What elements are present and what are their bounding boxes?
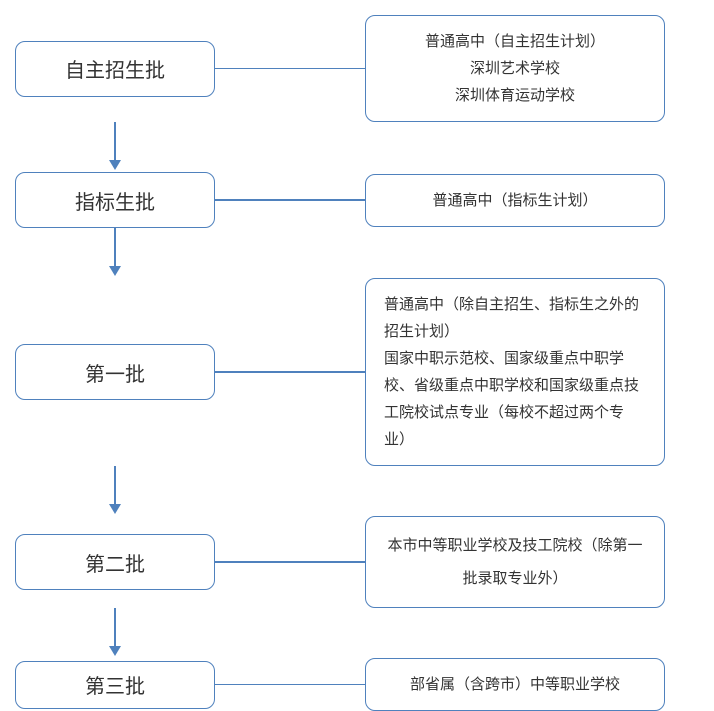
desc-1-line3: 深圳体育运动学校 — [384, 82, 646, 109]
v-line — [114, 608, 116, 648]
desc-5-line1: 部省属（含跨市）中等职业学校 — [410, 676, 620, 693]
stage-label-3: 第一批 — [85, 358, 145, 387]
h-connector-1 — [215, 68, 365, 70]
stage-box-1: 自主招生批 — [15, 41, 215, 97]
desc-box-2: 普通高中（指标生计划） — [365, 174, 665, 227]
desc-1-line1: 普通高中（自主招生计划） — [384, 28, 646, 55]
v-line — [114, 122, 116, 162]
stage-label-5: 第三批 — [85, 670, 145, 699]
arrow-down-icon — [109, 504, 121, 514]
v-line — [114, 228, 116, 268]
stage-row-1: 自主招生批 普通高中（自主招生计划） 深圳艺术学校 深圳体育运动学校 — [15, 15, 699, 122]
stage-box-2: 指标生批 — [15, 172, 215, 228]
desc-2-line1: 普通高中（指标生计划） — [432, 192, 597, 209]
v-connector-1 — [15, 122, 215, 172]
v-connector-4 — [15, 608, 215, 658]
h-connector-4 — [215, 561, 365, 563]
v-connector-2 — [15, 228, 215, 278]
stage-label-4: 第二批 — [85, 548, 145, 577]
desc-3-line1: 普通高中（除自主招生、指标生之外的招生计划） — [384, 291, 646, 345]
desc-3-line2: 国家中职示范校、国家级重点中职学校、省级重点中职学校和国家级重点技工院校试点专业… — [384, 345, 646, 453]
stage-box-5: 第三批 — [15, 661, 215, 709]
desc-box-4: 本市中等职业学校及技工院校（除第一批录取专业外） — [365, 516, 665, 608]
desc-4-line1: 本市中等职业学校及技工院校（除第一批录取专业外） — [387, 537, 642, 587]
h-connector-2 — [215, 199, 365, 201]
stage-label-1: 自主招生批 — [65, 54, 165, 83]
stage-label-2: 指标生批 — [75, 186, 155, 215]
arrow-down-icon — [109, 266, 121, 276]
stage-box-4: 第二批 — [15, 534, 215, 590]
arrow-down-icon — [109, 160, 121, 170]
desc-box-5: 部省属（含跨市）中等职业学校 — [365, 658, 665, 711]
desc-box-1: 普通高中（自主招生计划） 深圳艺术学校 深圳体育运动学校 — [365, 15, 665, 122]
stage-row-5: 第三批 部省属（含跨市）中等职业学校 — [15, 658, 699, 711]
stage-row-3: 第一批 普通高中（除自主招生、指标生之外的招生计划） 国家中职示范校、国家级重点… — [15, 278, 699, 466]
desc-box-3: 普通高中（除自主招生、指标生之外的招生计划） 国家中职示范校、国家级重点中职学校… — [365, 278, 665, 466]
stage-row-4: 第二批 本市中等职业学校及技工院校（除第一批录取专业外） — [15, 516, 699, 608]
v-line — [114, 466, 116, 506]
arrow-down-icon — [109, 646, 121, 656]
desc-1-line2: 深圳艺术学校 — [384, 55, 646, 82]
v-connector-3 — [15, 466, 215, 516]
stage-row-2: 指标生批 普通高中（指标生计划） — [15, 172, 699, 228]
stage-box-3: 第一批 — [15, 344, 215, 400]
h-connector-3 — [215, 371, 365, 373]
flowchart-container: 自主招生批 普通高中（自主招生计划） 深圳艺术学校 深圳体育运动学校 指标生批 … — [15, 15, 699, 652]
h-connector-5 — [215, 684, 365, 686]
